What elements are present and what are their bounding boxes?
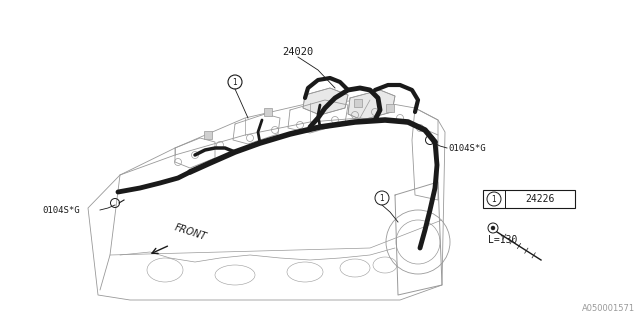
Circle shape (491, 226, 495, 230)
Polygon shape (264, 108, 272, 116)
Text: 24020: 24020 (282, 47, 314, 57)
Text: 1: 1 (380, 194, 385, 203)
Polygon shape (204, 131, 212, 139)
Polygon shape (386, 104, 394, 112)
Polygon shape (354, 99, 362, 107)
Text: 1: 1 (232, 77, 237, 86)
Text: 24226: 24226 (525, 194, 555, 204)
Text: A050001571: A050001571 (582, 304, 635, 313)
Polygon shape (303, 88, 348, 115)
Text: FRONT: FRONT (173, 222, 208, 242)
Polygon shape (348, 90, 395, 120)
Text: 0104S*G: 0104S*G (42, 205, 79, 214)
Text: 1: 1 (492, 195, 497, 204)
Text: L=130: L=130 (488, 235, 517, 245)
Bar (483, 190, 575, 208)
Text: 0104S*G: 0104S*G (448, 143, 486, 153)
